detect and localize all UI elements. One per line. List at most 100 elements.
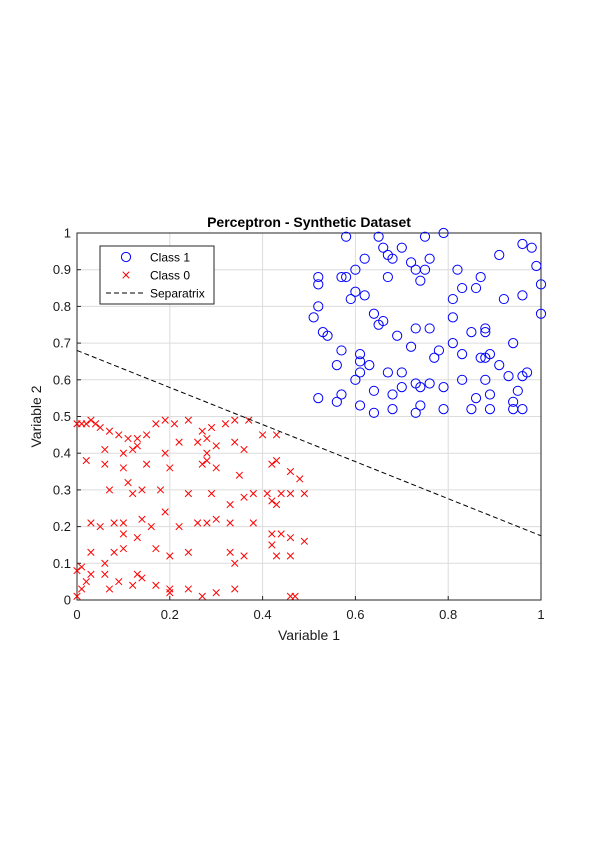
class-1-point [475,271,486,283]
class-0-point [198,460,206,468]
class-1-point [447,293,458,305]
class-0-point [82,456,90,465]
legend-label: Class 0 [150,269,190,283]
class-0-point [147,522,155,531]
class-1-point [503,371,514,382]
class-0-point [124,434,132,443]
class-0-point [170,420,179,428]
class-1-point [387,253,398,264]
class-0-point [175,522,183,531]
legend-marker-circle [120,251,132,263]
legend-label: Class 1 [150,251,190,265]
class-0-point [119,530,128,538]
class-0-point [138,486,146,494]
class-0-point [231,585,239,593]
class-1-point [480,374,491,385]
class-1-point [354,367,366,378]
class-1-point [470,282,482,294]
class-0-point [175,438,183,446]
class-0-point [212,589,220,597]
x-tick-label: 0.2 [161,607,179,622]
class-0-point [77,585,86,593]
y-tick-label: 0.2 [53,519,71,534]
class-0-point [161,508,169,516]
y-tick-label: 0.9 [53,262,71,277]
class-1-point [354,356,366,367]
class-1-point [308,312,319,323]
class-1-point [313,393,324,404]
class-1-point [517,371,528,382]
class-0-point [235,471,244,479]
class-1-point [517,290,528,301]
class-0-point [226,548,234,556]
class-0-point [272,456,281,465]
class-0-point [263,489,271,498]
class-0-point [152,581,160,589]
y-tick-label: 0.8 [53,299,71,314]
class-0-point [161,416,169,424]
class-0-point [277,530,285,538]
class-0-point [105,585,114,593]
class-1-point [359,290,370,301]
class-1-point [457,349,468,360]
series-0 [308,227,547,418]
class-1-point [498,293,509,305]
y-tick-label: 0.5 [53,409,71,424]
class-0-point [193,519,202,527]
class-0-point [272,552,281,560]
series-2 [76,349,542,537]
class-1-point [341,271,352,283]
class-1-point [378,242,389,253]
x-axis-label: Variable 1 [278,627,340,643]
class-0-point [212,464,220,472]
class-1-point [484,389,496,400]
legend-marker-cross [122,271,130,279]
class-1-point [480,326,491,338]
class-0-point [226,500,234,509]
class-0-point [87,570,95,578]
y-tick-label: 0.7 [53,336,71,351]
class-0-point [115,577,123,586]
class-0-point [152,420,160,428]
legend-label: Separatrix [150,287,205,301]
class-1-point [373,319,384,330]
class-0-point [193,438,202,446]
class-0-point [110,519,118,527]
class-0-point [119,449,128,457]
legend-box [99,245,215,305]
class-0-point [231,416,239,424]
class-1-point [457,374,468,385]
class-0-point [119,519,128,527]
class-0-point [87,416,95,424]
class-0-point [286,489,295,498]
class-1-point [396,367,407,378]
class-1-point [429,352,440,363]
class-0-point [268,541,276,549]
y-tick-label: 0.6 [53,372,71,387]
class-1-point [466,404,477,415]
class-0-point [166,552,174,560]
x-tick-label: 0.4 [254,607,272,622]
class-1-point [387,404,398,415]
class-1-point [438,227,449,239]
class-1-point [396,242,407,253]
class-0-point [105,427,114,435]
class-0-point [300,489,309,498]
class-0-point [142,460,151,468]
class-1-point [447,338,458,349]
class-1-point [392,330,403,341]
class-1-point [480,323,491,334]
class-1-point [345,293,356,305]
class-0-point [73,592,81,600]
class-1-point [457,282,468,294]
class-0-point [156,486,165,494]
y-axis-label: Variable 2 [28,385,44,447]
class-0-point [203,449,211,457]
class-1-point [470,393,482,404]
legend-item: Separatrix [106,287,205,301]
class-0-point [91,420,100,428]
class-0-point [96,522,104,531]
y-tick-label: 0.1 [53,556,71,571]
class-1-point [415,400,426,411]
class-1-point [508,338,519,349]
